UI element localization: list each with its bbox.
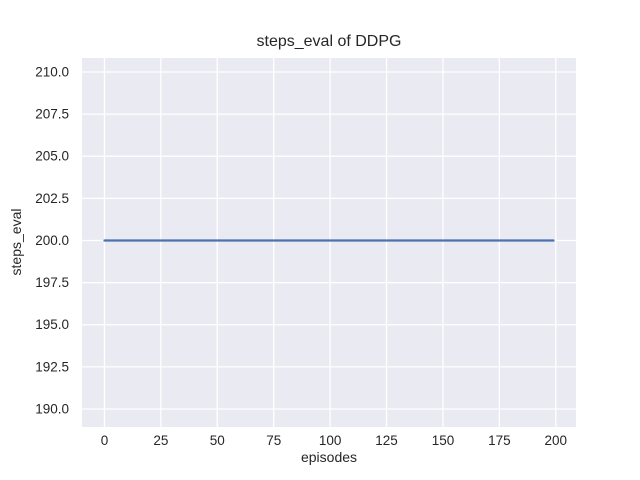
- y-tick-label: 197.5: [35, 275, 69, 290]
- x-axis-label: episodes: [300, 449, 358, 465]
- plot-area: [82, 58, 576, 427]
- x-tick-label: 100: [319, 433, 342, 448]
- x-tick-label: 0: [101, 433, 109, 448]
- chart-title: steps_eval of DDPG: [256, 33, 402, 50]
- x-tick-label: 25: [153, 433, 168, 448]
- y-tick-label: 207.5: [35, 107, 69, 122]
- x-tick-label: 175: [488, 433, 511, 448]
- y-tick-label: 190.0: [35, 401, 69, 416]
- x-tick-label: 200: [545, 433, 568, 448]
- y-tick-label: 195.0: [35, 317, 69, 332]
- y-tick-label: 210.0: [35, 64, 69, 79]
- x-tick-label: 125: [375, 433, 398, 448]
- y-tick-label: 200.0: [35, 233, 69, 248]
- y-tick-label: 192.5: [35, 359, 69, 374]
- y-axis-label: steps_eval: [8, 208, 24, 276]
- y-tick-label: 205.0: [35, 149, 69, 164]
- x-tick-label: 75: [266, 433, 281, 448]
- x-tick-label: 50: [210, 433, 225, 448]
- y-tick-label: 202.5: [35, 191, 69, 206]
- x-tick-label: 150: [432, 433, 455, 448]
